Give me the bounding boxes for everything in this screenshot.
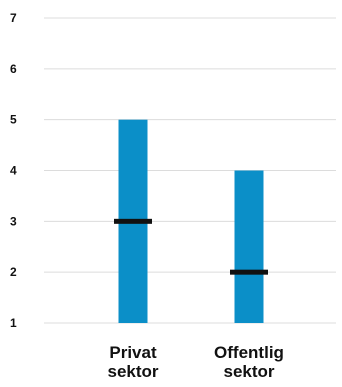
median-markers bbox=[114, 218, 268, 275]
category-label-1-line-1: Privat bbox=[109, 343, 157, 362]
y-tick-label-1: 1 bbox=[10, 316, 17, 330]
category-label-2-line-2: sektor bbox=[223, 362, 274, 381]
y-tick-label-5: 5 bbox=[10, 113, 17, 127]
y-tick-label-4: 4 bbox=[10, 164, 17, 178]
y-tick-label-7: 7 bbox=[10, 11, 17, 25]
range-bar-2 bbox=[234, 170, 264, 323]
gridlines bbox=[44, 17, 336, 324]
category-label-1-line-2: sektor bbox=[107, 362, 158, 381]
y-tick-label-2: 2 bbox=[10, 265, 17, 279]
y-tick-label-3: 3 bbox=[10, 214, 17, 228]
y-axis-ticks: 1 2 3 4 5 6 7 bbox=[10, 11, 17, 330]
median-marker-1 bbox=[114, 218, 152, 224]
median-marker-2 bbox=[230, 269, 268, 275]
category-label-2-line-1: Offentlig bbox=[214, 343, 284, 362]
y-tick-label-6: 6 bbox=[10, 62, 17, 76]
